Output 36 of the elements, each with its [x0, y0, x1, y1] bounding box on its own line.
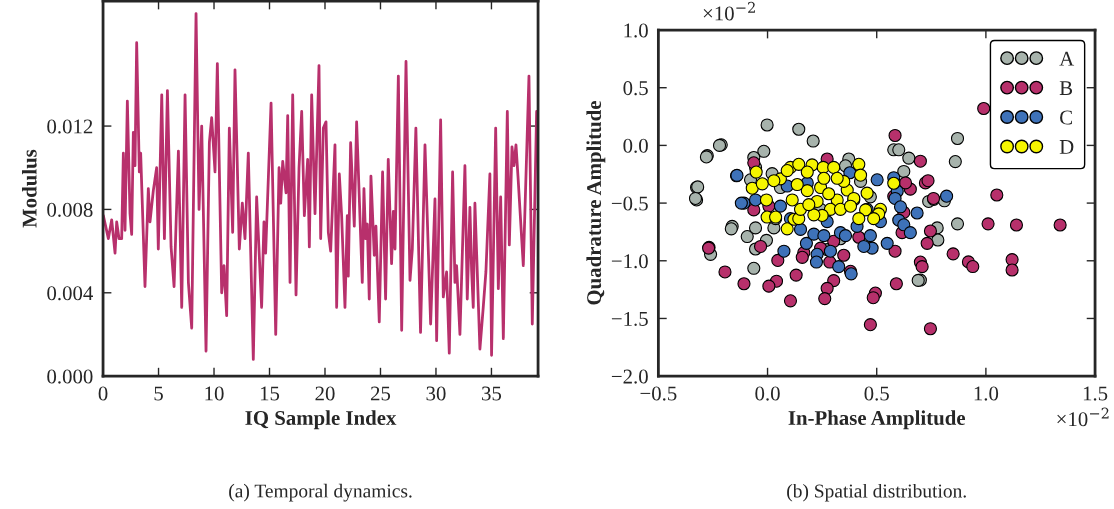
- x-tick-label: 0: [98, 386, 108, 401]
- x-tick-label: 10: [205, 386, 224, 401]
- y-tick-label: −0.5: [611, 196, 648, 211]
- legend-label: D: [1059, 140, 1074, 154]
- x-tick-label: 20: [315, 386, 335, 401]
- legend-label: B: [1059, 81, 1073, 95]
- y-tick-label: −2.0: [611, 369, 648, 384]
- y-tick-label: 1.0: [624, 23, 648, 38]
- y-axis-title: Modulus: [22, 149, 37, 228]
- text: ×10$^{−2}$: [703, 1, 755, 21]
- y-tick-label: 0.0: [623, 138, 648, 153]
- legend-label: A: [1059, 51, 1075, 66]
- x-tick-label: 15: [260, 386, 280, 401]
- x-tick-label: 35: [482, 386, 502, 401]
- y-tick-label: −1.5: [611, 311, 648, 326]
- x-tick-label: 30: [426, 386, 446, 401]
- y-tick-label: 0.008: [47, 202, 93, 217]
- text: ×10$^{−2}$: [1057, 407, 1109, 427]
- text: (a) Temporal dynamics.: [229, 483, 412, 502]
- y-axis-title: Quadrature Amplitude: [586, 101, 606, 305]
- x-tick-label: 1.5: [1083, 386, 1108, 401]
- y-tick-label: −1.0: [611, 254, 648, 269]
- y-tick-label: 0.5: [623, 81, 648, 96]
- y-tick-label: 0.000: [47, 369, 93, 384]
- x-tick-label: 25: [370, 386, 391, 401]
- x-tick-label: 1.0: [974, 386, 999, 401]
- x-tick-label: 5: [154, 386, 163, 401]
- legend-label: C: [1060, 110, 1072, 125]
- text: (b) Spatial distribution.: [787, 483, 966, 502]
- x-tick-label: −0.5: [640, 386, 677, 401]
- x-axis-title: IQ Sample Index: [245, 410, 397, 430]
- y-tick-label: 0.004: [47, 286, 93, 301]
- y-tick-label: 0.012: [47, 119, 93, 134]
- x-axis-title: In-Phase Amplitude: [788, 410, 966, 430]
- x-tick-label: 0.5: [864, 386, 889, 401]
- x-tick-label: 0.0: [755, 386, 780, 401]
